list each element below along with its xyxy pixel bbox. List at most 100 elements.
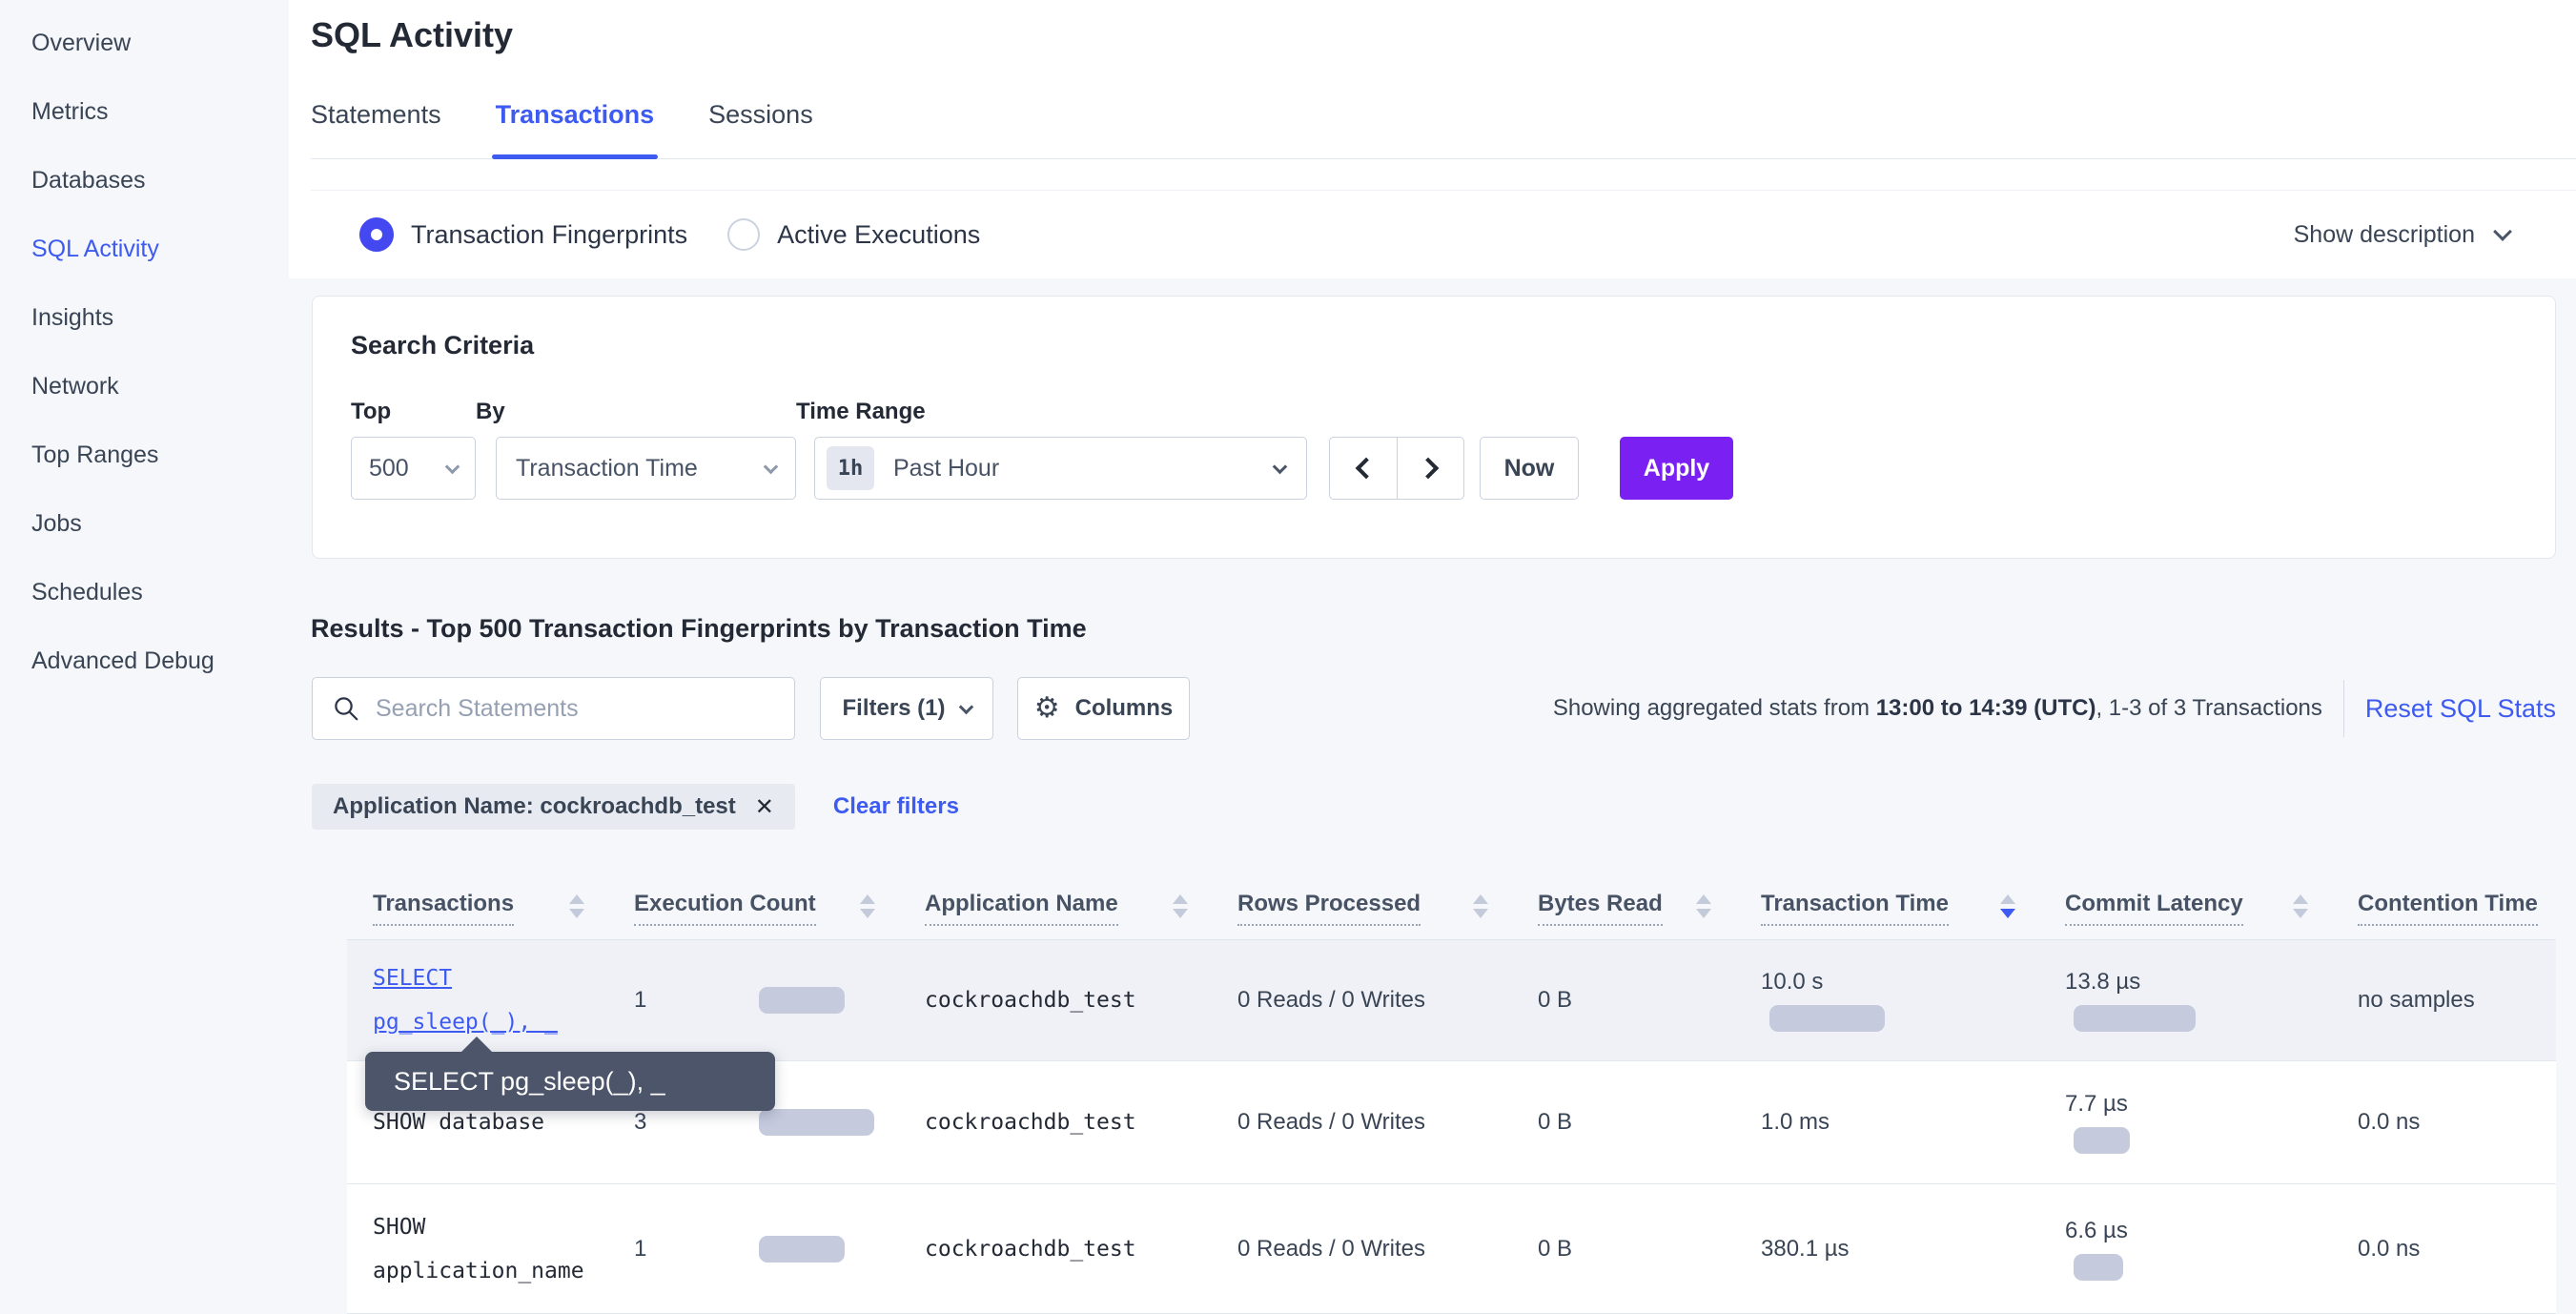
search-statements-box[interactable] — [312, 677, 795, 740]
next-time-button[interactable] — [1397, 438, 1463, 499]
col-transaction-time-label[interactable]: Transaction Time — [1761, 891, 1949, 926]
table-row[interactable]: SELECT pg_sleep(_), _ 1 cockroachdb_test… — [347, 940, 2556, 1061]
execution-count-bar — [759, 987, 845, 1014]
reset-sql-stats-link[interactable]: Reset SQL Stats — [2364, 693, 2556, 723]
apply-button[interactable]: Apply — [1620, 437, 1733, 500]
filter-chip-application-name[interactable]: Application Name: cockroachdb_test ✕ — [312, 784, 795, 830]
transaction-time-cell: 10.0 s — [1735, 940, 2039, 1060]
execution-count-cell: 1 — [608, 940, 899, 1060]
results-toolbar: Filters (1) ⚙ Columns Showing aggregated… — [312, 677, 2556, 740]
columns-button[interactable]: ⚙ Columns — [1017, 677, 1190, 740]
table-row[interactable]: SHOW application_name 1 cockroachdb_test… — [347, 1184, 2556, 1314]
table-body: SELECT pg_sleep(_), _ 1 cockroachdb_test… — [347, 940, 2556, 1314]
filters-button[interactable]: Filters (1) — [820, 677, 993, 740]
search-statements-input[interactable] — [376, 694, 777, 723]
commit-latency-cell: 6.6 µs — [2039, 1184, 2332, 1313]
sort-icon[interactable] — [1473, 894, 1488, 926]
sidebar-item-metrics[interactable]: Metrics — [31, 97, 109, 125]
radio-active-executions[interactable]: Active Executions — [727, 218, 980, 251]
commit-latency-cell: 7.7 µs — [2039, 1061, 2332, 1183]
col-transactions-label[interactable]: Transactions — [373, 891, 515, 926]
transaction-time-cell: 1.0 ms — [1761, 1109, 1830, 1135]
statement-tooltip: SELECT pg_sleep(_), _ — [365, 1037, 775, 1111]
sidebar-item-overview[interactable]: Overview — [31, 29, 132, 56]
search-icon — [335, 697, 358, 721]
commit-latency-value: 6.6 µs — [2065, 1217, 2128, 1243]
sidebar-item-schedules[interactable]: Schedules — [31, 578, 143, 606]
col-commit-latency: Commit Latency — [2039, 866, 2332, 939]
contention-time-cell: 0.0 ns — [2358, 1235, 2421, 1262]
active-filters-row: Application Name: cockroachdb_test ✕ Cle… — [312, 784, 959, 830]
transaction-statement-cell[interactable]: SHOW database — [373, 1110, 545, 1135]
by-value: Transaction Time — [516, 454, 698, 482]
search-criteria-card: Search Criteria Top 500 By Transaction T… — [312, 296, 2556, 559]
top-band: SQL Activity Statements Transactions Ses… — [289, 0, 2576, 278]
transaction-link-line2[interactable]: pg_sleep(_), _ — [373, 1010, 558, 1035]
rows-processed-cell: 0 Reads / 0 Writes — [1237, 987, 1425, 1013]
sidebar-item-top-ranges[interactable]: Top Ranges — [31, 441, 159, 468]
top-select[interactable]: 500 — [351, 437, 476, 500]
transaction-link-line1[interactable]: SELECT — [373, 966, 453, 991]
execution-count-bar — [759, 1235, 845, 1263]
tab-statements[interactable]: Statements — [311, 100, 441, 129]
transaction-line2: application_name — [373, 1258, 584, 1283]
radio-label: Active Executions — [777, 219, 981, 249]
criteria-fields: Top 500 By Transaction Time Time Range — [351, 399, 2555, 500]
execution-count-cell: 3 — [608, 1061, 899, 1183]
transaction-statement-cell[interactable]: SHOW application_name — [347, 1184, 608, 1313]
col-commit-latency-label[interactable]: Commit Latency — [2065, 891, 2243, 926]
tooltip-arrow — [460, 1037, 493, 1053]
sort-icon[interactable] — [1696, 894, 1711, 926]
chevron-down-icon — [763, 459, 779, 474]
sort-icon[interactable] — [1173, 894, 1188, 926]
time-range-label: Time Range — [796, 399, 926, 424]
col-transaction-time: Transaction Time — [1735, 866, 2039, 939]
remove-filter-icon[interactable]: ✕ — [754, 793, 774, 820]
now-button[interactable]: Now — [1480, 437, 1579, 500]
col-bytes-read-label[interactable]: Bytes Read — [1538, 891, 1663, 926]
sidebar-item-databases[interactable]: Databases — [31, 166, 146, 194]
by-label: By — [476, 399, 505, 424]
col-rows-processed-label[interactable]: Rows Processed — [1237, 891, 1421, 926]
sort-icon[interactable] — [860, 894, 875, 926]
top-value: 500 — [369, 454, 409, 482]
sort-icon[interactable] — [569, 894, 584, 926]
tab-transactions[interactable]: Transactions — [491, 98, 658, 159]
sidebar-item-insights[interactable]: Insights — [31, 303, 114, 331]
clear-filters-link[interactable]: Clear filters — [832, 793, 959, 819]
table-header-row: Transactions Execution Count Application… — [347, 866, 2556, 940]
sidebar-item-advanced-debug[interactable]: Advanced Debug — [31, 647, 215, 674]
sidebar: Overview Metrics Databases SQL Activity … — [0, 0, 289, 1314]
stats-group: Showing aggregated stats from 13:00 to 1… — [1553, 680, 2556, 737]
sort-icon-descending[interactable] — [2000, 894, 2015, 926]
filter-chip-label: Application Name: cockroachdb_test — [333, 793, 736, 819]
execution-count-value: 3 — [634, 1109, 647, 1135]
show-description-label: Show description — [2293, 220, 2475, 248]
sidebar-item-sql-activity[interactable]: SQL Activity — [31, 235, 159, 262]
radio-transaction-fingerprints[interactable]: Transaction Fingerprints — [359, 217, 687, 252]
tab-sessions[interactable]: Sessions — [708, 100, 813, 129]
top-label: Top — [351, 399, 392, 424]
previous-time-button[interactable] — [1330, 438, 1397, 499]
contention-time-cell: no samples — [2358, 987, 2475, 1013]
time-range-value: Past Hour — [893, 454, 1000, 482]
chevron-down-icon — [2493, 222, 2512, 241]
show-description-toggle[interactable]: Show description — [2293, 220, 2512, 249]
table-row[interactable]: SHOW database 3 cockroachdb_test 0 Reads… — [347, 1061, 2556, 1184]
execution-count-value: 1 — [634, 1235, 647, 1262]
radio-unselected-icon[interactable] — [727, 218, 761, 251]
col-execution-count-label[interactable]: Execution Count — [634, 891, 816, 926]
by-select[interactable]: Transaction Time — [496, 437, 796, 500]
sidebar-item-jobs[interactable]: Jobs — [31, 509, 82, 537]
col-application-name: Application Name — [899, 866, 1212, 939]
radio-selected-icon[interactable] — [359, 217, 394, 252]
sort-icon[interactable] — [2293, 894, 2308, 926]
sidebar-item-network[interactable]: Network — [31, 372, 119, 400]
chevron-down-icon — [958, 699, 973, 714]
time-range-select[interactable]: 1h Past Hour — [814, 437, 1307, 500]
col-application-name-label[interactable]: Application Name — [925, 891, 1118, 926]
col-bytes-read: Bytes Read — [1512, 866, 1735, 939]
col-contention-time-label[interactable]: Contention Time — [2358, 891, 2538, 926]
time-range-badge: 1h — [827, 446, 874, 490]
rows-processed-cell: 0 Reads / 0 Writes — [1237, 1109, 1425, 1135]
